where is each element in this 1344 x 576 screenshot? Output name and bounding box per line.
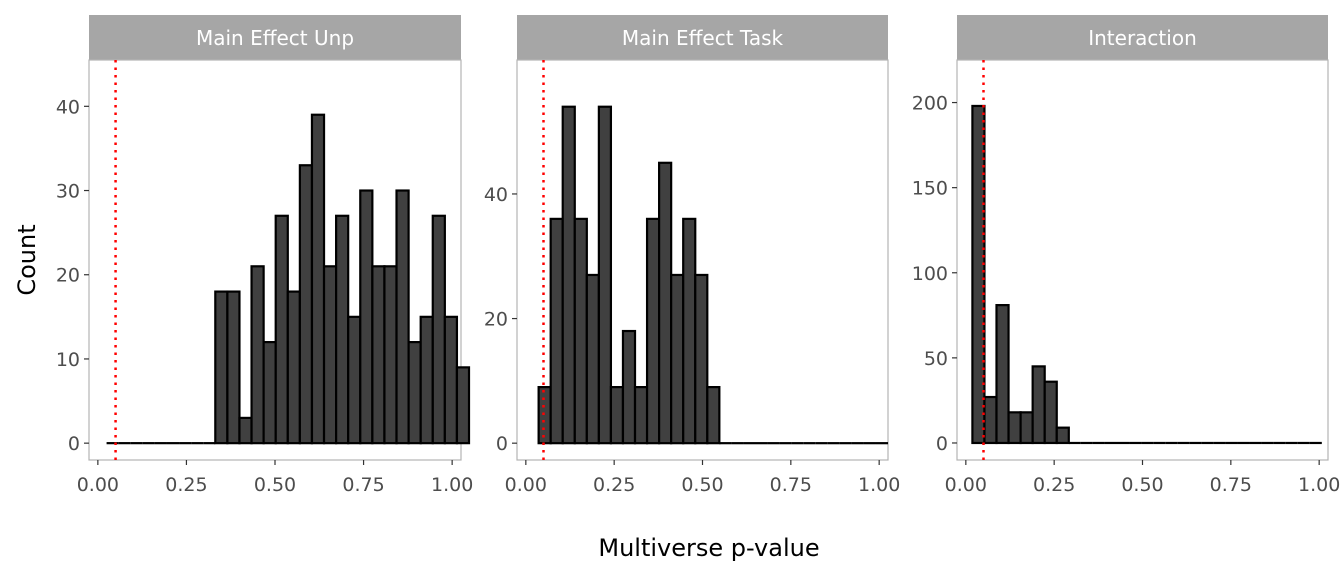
histogram-bar: [274, 214, 289, 445]
x-axis-title: Multiverse p-value: [598, 534, 819, 562]
y-tick-label: 100: [912, 263, 948, 285]
histogram-bar: [537, 386, 552, 445]
y-tick-label: 0: [936, 433, 948, 455]
histogram-bar: [310, 113, 326, 445]
histogram-bar: [359, 189, 374, 445]
histogram-bar: [262, 341, 277, 445]
facet-strip: [517, 15, 888, 60]
histogram-bar: [682, 217, 697, 445]
histogram-bar: [561, 105, 576, 445]
y-tick-label: 10: [56, 349, 80, 371]
facet-strip: [957, 15, 1328, 60]
facet-title: Interaction: [1088, 26, 1197, 50]
x-tick-label: 0.00: [77, 474, 119, 496]
y-tick-label: 150: [912, 178, 948, 200]
y-tick-label: 20: [484, 309, 508, 331]
histogram-bar: [335, 214, 350, 445]
histogram-bar: [419, 315, 434, 445]
y-tick-label: 50: [924, 348, 948, 370]
histogram-bar: [371, 265, 386, 445]
histogram-bar: [633, 386, 649, 445]
y-tick-label: 40: [484, 184, 508, 206]
histogram-bar: [395, 189, 410, 445]
panel-2: Main Effect Task 0 20 40 0.00 0.25 0.50 0.75 1.0…: [484, 15, 900, 496]
histogram-bar: [971, 104, 986, 445]
histogram-bar: [1031, 365, 1046, 445]
y-tick-label: 0: [496, 433, 508, 455]
histogram-bar: [1007, 411, 1022, 445]
y-tick-label: 0: [68, 433, 80, 455]
histogram-bar: [585, 273, 600, 445]
x-tick-label: 0.00: [505, 474, 547, 496]
y-tick-label: 40: [56, 96, 80, 118]
histogram-bar: [407, 341, 422, 445]
panel-border: [956, 59, 1329, 461]
histogram-bar: [645, 217, 661, 445]
x-tick-label: 0.75: [1210, 474, 1252, 496]
x-tick-label: 0.75: [342, 474, 384, 496]
x-tick-label: 0.75: [770, 474, 812, 496]
x-tick-label: 0.25: [1033, 474, 1075, 496]
facet-title: Main Effect Unp: [196, 26, 354, 50]
x-tick-label: 0.50: [681, 474, 723, 496]
histogram-bar: [286, 290, 301, 445]
histogram-bar: [322, 265, 338, 445]
x-tick-label: 0.50: [1121, 474, 1163, 496]
x-tick-label: 0.25: [593, 474, 635, 496]
histogram-bar: [431, 214, 446, 445]
histogram-bar: [995, 304, 1010, 445]
histogram-bar: [621, 329, 637, 445]
panel-1: Main Effect Unp 0 10 20 30 40 0.00 0.25 0.50 0.75…: [56, 15, 473, 496]
x-tick-label: 0.25: [165, 474, 207, 496]
histogram-bar: [1019, 411, 1034, 445]
histogram-bar: [238, 416, 253, 445]
histogram-bar: [549, 217, 564, 445]
histogram-bar: [1043, 380, 1058, 445]
histogram-bar: [298, 164, 314, 445]
x-tick-label: 0.00: [945, 474, 987, 496]
histogram-bar: [670, 273, 685, 445]
histogram-bar: [694, 273, 709, 445]
histogram-bar: [250, 265, 265, 445]
histogram-bar: [706, 386, 721, 445]
x-tick-label: 1.00: [858, 474, 900, 496]
y-tick-label: 20: [56, 265, 80, 287]
histogram-bar: [347, 315, 362, 445]
x-tick-label: 0.50: [254, 474, 296, 496]
histogram-bar: [226, 290, 241, 445]
histogram-bar: [658, 161, 673, 445]
histogram-bar: [455, 366, 471, 445]
histogram-bar: [597, 105, 613, 445]
histogram-bar: [573, 217, 588, 445]
histogram-bar: [443, 315, 459, 445]
histogram-bar: [1055, 426, 1070, 445]
facet-title: Main Effect Task: [622, 26, 784, 50]
facet-panels: Main Effect Unp 0 10 20 30 40 0.00 0.25 0.50 0.75…: [56, 15, 1340, 496]
histogram-bar: [983, 395, 998, 445]
histogram-bar: [609, 386, 625, 445]
x-tick-label: 1.00: [431, 474, 473, 496]
y-tick-label: 200: [912, 93, 948, 115]
histogram-bar: [383, 265, 398, 445]
x-tick-label: 1.00: [1298, 474, 1340, 496]
y-tick-label: 30: [56, 181, 80, 203]
histogram-bar: [214, 290, 229, 445]
y-axis-title: Count: [13, 224, 41, 295]
facet-strip: [89, 15, 461, 60]
panel-3: Interaction 0 50 100 150 200 0.00 0.25 0.50 0.75 1…: [912, 15, 1340, 496]
